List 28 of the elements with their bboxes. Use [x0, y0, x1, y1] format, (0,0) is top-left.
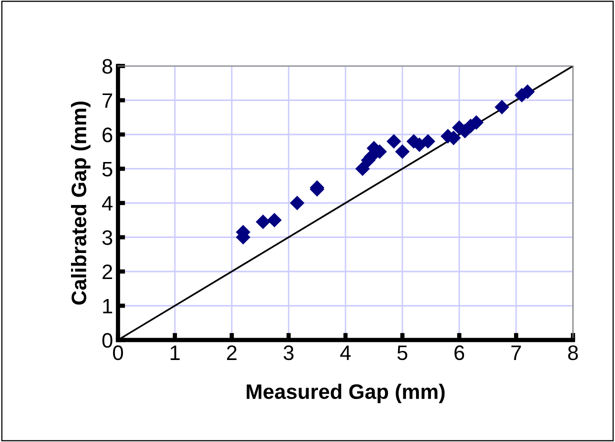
point [386, 134, 402, 149]
point [256, 214, 270, 230]
x-axis-title: Measured Gap (mm) [246, 384, 445, 404]
point [420, 134, 436, 149]
y-tick-label: 4 [102, 196, 113, 211]
x-tick-label: 8 [568, 345, 578, 360]
y-tick-label: 7 [102, 93, 112, 108]
x-tick-label: 5 [397, 346, 408, 360]
y-tick-label: 0 [102, 333, 112, 348]
x-tick-label: 3 [284, 345, 294, 360]
x-tick-label: 4 [340, 346, 351, 360]
x-tick-label: 0 [113, 345, 123, 360]
y-tick-label: 3 [102, 230, 112, 246]
x-tick-label: 2 [227, 345, 236, 360]
x-tick-label: 6 [454, 345, 464, 360]
y-tick-label: 6 [102, 128, 112, 142]
point [267, 212, 282, 228]
x-tick-label: 1 [170, 346, 180, 360]
point [494, 100, 510, 114]
point [395, 144, 410, 159]
point [355, 161, 370, 176]
point [290, 196, 304, 210]
y-tick-label: 5 [102, 162, 112, 177]
x-tick-label: 7 [511, 346, 521, 360]
y-tick-label: 8 [102, 59, 112, 74]
y-tick-label: 1 [103, 298, 112, 314]
y-tick-label: 2 [102, 264, 112, 280]
y-axis-title: Calibrated Gap (mm) [71, 102, 90, 305]
